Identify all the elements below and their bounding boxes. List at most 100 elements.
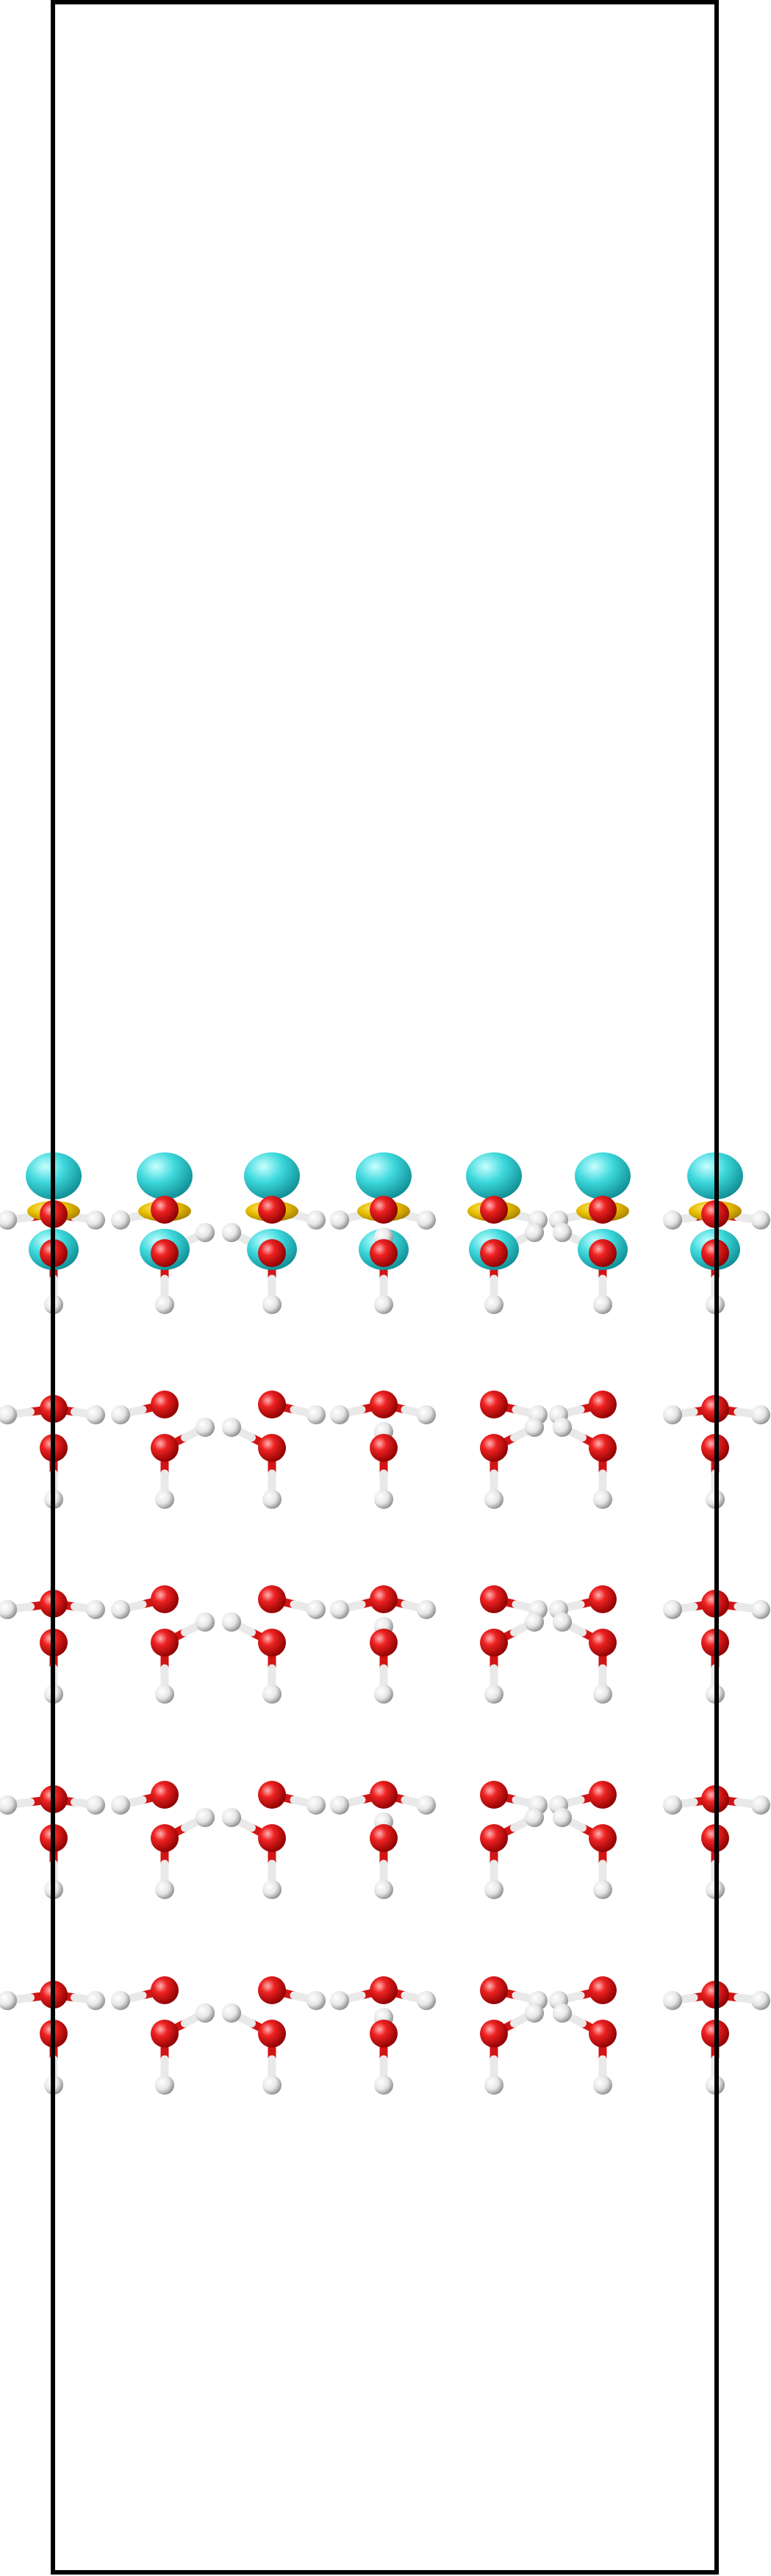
hydrogen-atom <box>374 1295 393 1314</box>
hydrogen-atom <box>751 1991 770 2010</box>
hydrogen-atom <box>525 2003 544 2023</box>
hydrogen-atom <box>417 1991 436 2010</box>
hydrogen-atom <box>525 1418 544 1437</box>
hydrogen-atom <box>663 1795 682 1815</box>
isosurface-positive-lobe <box>244 1152 300 1199</box>
hydrogen-atom <box>111 1795 130 1815</box>
hydrogen-atom <box>306 1795 326 1815</box>
hydrogen-atom <box>0 1210 17 1230</box>
oxygen-atom <box>480 2020 508 2048</box>
hydrogen-atom <box>751 1405 770 1424</box>
hydrogen-atom <box>593 2075 612 2095</box>
oxygen-atom <box>258 1239 286 1267</box>
hydrogen-atom <box>484 1295 503 1314</box>
hydrogen-atom <box>155 1880 174 1899</box>
hydrogen-atom <box>330 1405 349 1424</box>
hydrogen-atom <box>111 1991 130 2010</box>
hydrogen-atom <box>374 1880 393 1899</box>
hydrogen-atom <box>222 2003 241 2023</box>
oxygen-atom <box>589 1781 617 1809</box>
hydrogen-atom <box>196 2003 215 2023</box>
hydrogen-atom <box>525 1612 544 1632</box>
oxygen-atom <box>151 1629 179 1657</box>
oxygen-atom <box>370 1781 398 1809</box>
oxygen-atom <box>258 2020 286 2048</box>
hydrogen-atom <box>86 1210 105 1230</box>
oxygen-atom <box>258 1824 286 1852</box>
oxygen-atom <box>480 1239 508 1267</box>
hydrogen-atom <box>417 1600 436 1619</box>
hydrogen-atom <box>196 1223 215 1242</box>
oxygen-atom <box>258 1196 286 1224</box>
hydrogen-atom <box>222 1808 241 1827</box>
oxygen-atom <box>480 1434 508 1462</box>
hydrogen-atom <box>262 2075 281 2095</box>
oxygen-atom <box>151 1239 179 1267</box>
oxygen-atom <box>480 1629 508 1657</box>
hydrogen-atom <box>0 1600 17 1619</box>
hydrogen-atom <box>86 1795 105 1815</box>
oxygen-atom <box>151 1781 179 1809</box>
hydrogen-atom <box>484 2075 503 2095</box>
hydrogen-atom <box>155 1295 174 1314</box>
hydrogen-atom <box>751 1210 770 1230</box>
oxygen-atom <box>258 1781 286 1809</box>
oxygen-atom <box>589 1976 617 2004</box>
hydrogen-atom <box>663 1405 682 1424</box>
oxygen-atom <box>370 2020 398 2048</box>
oxygen-atom <box>258 1585 286 1613</box>
oxygen-atom <box>370 1391 398 1418</box>
hydrogen-atom <box>553 1223 572 1242</box>
hydrogen-atom <box>525 1808 544 1827</box>
hydrogen-atom <box>593 1685 612 1704</box>
hydrogen-atom <box>86 1991 105 2010</box>
hydrogen-atom <box>593 1880 612 1899</box>
oxygen-atom <box>151 1434 179 1462</box>
hydrogen-atom <box>111 1210 130 1230</box>
oxygen-atom <box>589 1391 617 1418</box>
isosurface-positive-lobe <box>466 1152 522 1199</box>
hydrogen-atom <box>155 2075 174 2095</box>
hydrogen-atom <box>374 1685 393 1704</box>
hydrogen-atom <box>222 1612 241 1632</box>
hydrogen-atom <box>374 2075 393 2095</box>
hydrogen-atom <box>262 1490 281 1509</box>
oxygen-atom <box>258 1391 286 1418</box>
hydrogen-atom <box>196 1418 215 1437</box>
oxygen-atom <box>480 1781 508 1809</box>
atom-layer <box>0 1196 770 2095</box>
hydrogen-atom <box>663 1210 682 1230</box>
hydrogen-atom <box>0 1405 17 1424</box>
oxygen-atom <box>151 1391 179 1418</box>
isosurface-positive-lobe <box>575 1152 631 1199</box>
hydrogen-atom <box>330 1991 349 2010</box>
oxygen-atom <box>151 1824 179 1852</box>
hydrogen-atom <box>593 1295 612 1314</box>
hydrogen-atom <box>262 1685 281 1704</box>
oxygen-atom <box>370 1976 398 2004</box>
oxygen-atom <box>370 1824 398 1852</box>
hydrogen-atom <box>196 1612 215 1632</box>
oxygen-atom <box>370 1585 398 1613</box>
hydrogen-atom <box>663 1600 682 1619</box>
hydrogen-atom <box>330 1795 349 1815</box>
isosurface-positive-lobe <box>356 1152 412 1199</box>
hydrogen-atom <box>155 1490 174 1509</box>
hydrogen-atom <box>484 1685 503 1704</box>
oxygen-atom <box>370 1239 398 1267</box>
oxygen-atom <box>480 1824 508 1852</box>
hydrogen-atom <box>155 1685 174 1704</box>
oxygen-atom <box>589 1434 617 1462</box>
oxygen-atom <box>589 1196 617 1224</box>
unit-cell-box <box>51 0 719 2575</box>
hydrogen-atom <box>553 1418 572 1437</box>
hydrogen-atom <box>306 1600 326 1619</box>
hydrogen-atom <box>86 1405 105 1424</box>
hydrogen-atom <box>484 1880 503 1899</box>
hydrogen-atom <box>417 1795 436 1815</box>
oxygen-atom <box>370 1196 398 1224</box>
hydrogen-atom <box>417 1405 436 1424</box>
hydrogen-atom <box>525 1223 544 1242</box>
oxygen-atom <box>370 1629 398 1657</box>
